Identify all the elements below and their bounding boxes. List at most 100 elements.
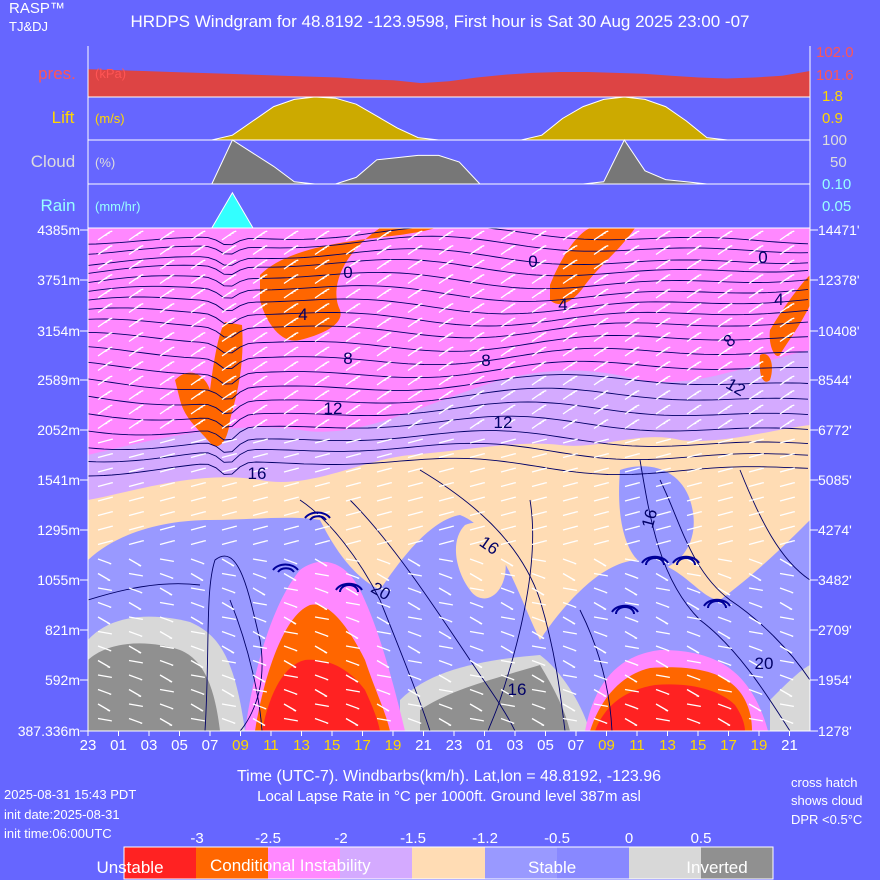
wind-barb bbox=[283, 674, 298, 679]
wind-barb bbox=[655, 540, 671, 546]
wind-barb bbox=[655, 645, 670, 652]
wind-barb bbox=[252, 360, 268, 372]
wind-barb bbox=[407, 511, 423, 517]
wind-barb bbox=[593, 404, 609, 415]
wind-barb bbox=[159, 317, 175, 328]
wind-barb bbox=[624, 389, 640, 401]
wind-barb bbox=[748, 674, 763, 679]
wind-barb bbox=[717, 389, 733, 401]
x-tick-label: 11 bbox=[629, 737, 645, 754]
wind-barb bbox=[283, 360, 299, 372]
wind-barb bbox=[748, 482, 764, 488]
wind-barb bbox=[748, 346, 764, 357]
wind-barb bbox=[500, 616, 515, 621]
wind-barb bbox=[252, 389, 268, 401]
legend-category: Inverted bbox=[686, 858, 747, 877]
wind-barb bbox=[438, 273, 454, 285]
wind-barb bbox=[500, 645, 514, 654]
wind-barb bbox=[376, 259, 392, 270]
wind-barb bbox=[531, 331, 547, 343]
y-tick-left: 1055m bbox=[37, 572, 80, 588]
y-tick-right: 10408' bbox=[818, 323, 860, 339]
wind-barb bbox=[624, 645, 639, 650]
wind-barb bbox=[717, 331, 733, 343]
wind-barb bbox=[97, 230, 113, 241]
wind-barb bbox=[221, 703, 236, 708]
wind-barb bbox=[190, 346, 206, 357]
wind-barb bbox=[407, 288, 423, 299]
wind-barb bbox=[407, 717, 422, 724]
wind-barb bbox=[655, 375, 671, 386]
wind-barb bbox=[500, 511, 516, 517]
wind-barb bbox=[345, 288, 361, 299]
contour-line bbox=[88, 307, 809, 327]
brand-subtitle: TJ&DJ bbox=[9, 19, 48, 34]
wind-barb bbox=[159, 659, 174, 666]
wind-barb bbox=[314, 331, 330, 343]
rain-tick-mid: 0.05 bbox=[822, 198, 851, 215]
wind-barb bbox=[128, 645, 142, 654]
wind-barb bbox=[655, 659, 669, 669]
wind-barb bbox=[531, 482, 547, 488]
footer-note-1: cross hatch bbox=[791, 775, 857, 790]
wind-barb bbox=[128, 572, 143, 577]
wind-barb bbox=[655, 630, 670, 635]
wind-barb bbox=[407, 438, 423, 444]
wind-barb bbox=[252, 317, 268, 328]
wind-barb bbox=[469, 540, 485, 546]
legend-swatch bbox=[268, 847, 340, 879]
wind-barb bbox=[531, 317, 547, 328]
wind-barb bbox=[128, 453, 144, 459]
contour-line bbox=[739, 469, 810, 581]
wind-barb bbox=[438, 616, 453, 623]
wind-barb bbox=[159, 587, 173, 596]
wind-barb bbox=[686, 674, 701, 681]
wind-barb bbox=[159, 511, 175, 517]
wind-barb bbox=[128, 331, 144, 343]
wind-barb bbox=[252, 703, 267, 710]
x-tick-label: 09 bbox=[232, 737, 249, 754]
wind-barb bbox=[500, 630, 515, 637]
x-tick-label: 17 bbox=[720, 737, 737, 754]
wind-barb bbox=[407, 688, 421, 698]
wind-barb bbox=[252, 418, 268, 430]
wind-barb bbox=[221, 645, 235, 654]
wind-barb bbox=[531, 645, 546, 650]
wind-barb bbox=[190, 688, 205, 695]
cloud-unit: (%) bbox=[95, 155, 115, 170]
wind-barb bbox=[593, 674, 608, 681]
wind-barb bbox=[469, 511, 485, 517]
wind-barb bbox=[221, 259, 237, 270]
wind-barb bbox=[748, 331, 764, 343]
wind-barb bbox=[376, 317, 392, 328]
wind-barb bbox=[593, 616, 608, 621]
wind-barb bbox=[252, 467, 268, 473]
wind-barb bbox=[686, 418, 702, 430]
wind-barb bbox=[376, 467, 392, 473]
orange-upper-4 bbox=[769, 275, 810, 356]
wind-barb bbox=[655, 703, 669, 712]
wind-barb bbox=[500, 438, 516, 444]
wind-barb bbox=[190, 616, 204, 625]
wind-barb bbox=[252, 404, 268, 415]
wind-barb bbox=[438, 230, 454, 241]
wind-barb bbox=[717, 346, 733, 357]
wind-barb bbox=[314, 703, 329, 708]
x-tick-label: 07 bbox=[568, 737, 585, 754]
wind-barb bbox=[159, 230, 175, 241]
wind-barb bbox=[345, 630, 359, 640]
wind-barb bbox=[128, 525, 144, 531]
pressure-panel bbox=[88, 46, 810, 98]
wind-barb bbox=[531, 418, 547, 430]
wind-barb bbox=[469, 717, 484, 722]
wind-barb bbox=[407, 317, 423, 328]
wind-barb bbox=[97, 525, 113, 531]
wind-barb bbox=[500, 496, 516, 502]
legend-swatch bbox=[196, 847, 268, 879]
wind-barb bbox=[748, 389, 764, 401]
wind-barb bbox=[438, 375, 454, 386]
wind-barb bbox=[593, 418, 609, 430]
wind-barb bbox=[717, 404, 733, 415]
wind-barb bbox=[190, 375, 206, 386]
